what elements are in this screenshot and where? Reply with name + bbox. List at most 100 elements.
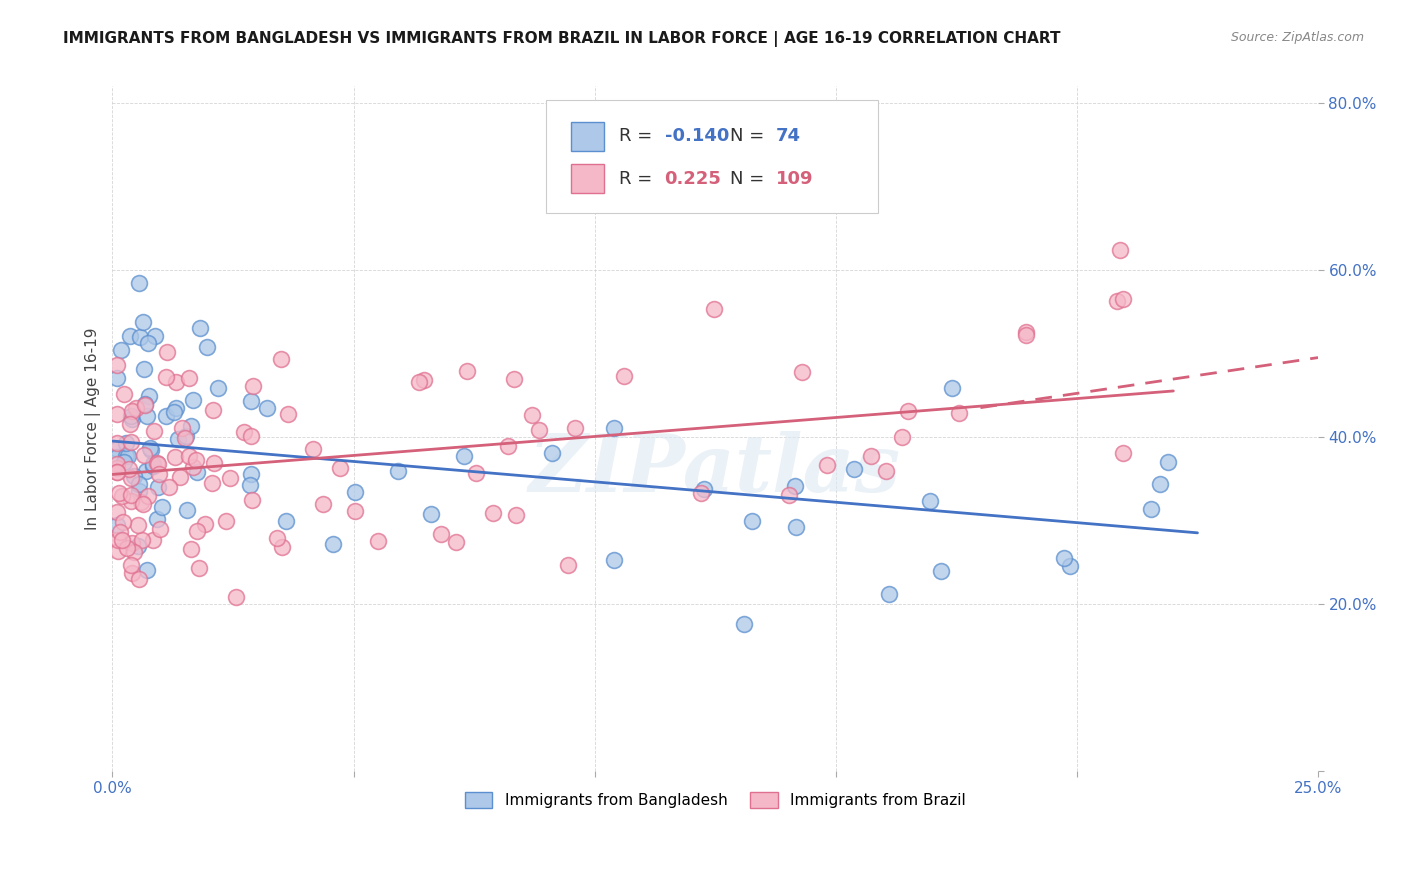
Point (127, 517, 149, 532)
Point (163, 450, 186, 464)
Point (1059, 558, 1081, 573)
Point (129, 495, 152, 509)
Point (120, 471, 142, 485)
Point (142, 424, 165, 438)
Point (482, 506, 505, 520)
Point (111, 515, 134, 529)
Point (557, 558, 579, 572)
Point (105, 358, 128, 372)
Point (108, 525, 131, 540)
Y-axis label: In Labor Force | Age 16-19: In Labor Force | Age 16-19 (86, 327, 101, 530)
Point (105, 457, 128, 471)
Point (270, 540, 292, 554)
Point (918, 494, 941, 508)
Point (105, 442, 128, 456)
Point (120, 558, 142, 573)
Point (875, 464, 897, 478)
Point (420, 507, 443, 521)
Point (105, 505, 128, 519)
Point (105, 407, 128, 421)
Point (496, 439, 519, 453)
Point (107, 533, 129, 547)
Point (136, 489, 159, 503)
Point (115, 541, 138, 555)
Point (1149, 477, 1171, 491)
Point (194, 517, 217, 532)
FancyBboxPatch shape (571, 164, 605, 193)
Point (690, 486, 713, 500)
Point (105, 465, 128, 479)
Point (429, 526, 451, 541)
Point (564, 421, 586, 435)
FancyBboxPatch shape (547, 100, 877, 213)
Point (128, 276, 150, 290)
Point (1140, 501, 1163, 516)
Point (232, 425, 254, 439)
Point (529, 423, 551, 437)
Point (329, 460, 352, 475)
Point (136, 409, 159, 424)
Point (110, 343, 132, 357)
Point (155, 409, 177, 423)
Point (202, 457, 225, 471)
Text: R =: R = (619, 169, 664, 187)
Point (792, 365, 814, 379)
Point (503, 372, 526, 386)
Point (111, 533, 134, 547)
Text: N =: N = (730, 169, 769, 187)
Point (218, 471, 240, 485)
Point (242, 378, 264, 392)
Point (188, 321, 211, 335)
Point (343, 485, 366, 500)
Point (132, 315, 155, 329)
Point (387, 464, 409, 478)
Point (240, 393, 263, 408)
FancyBboxPatch shape (571, 122, 605, 151)
Point (157, 480, 180, 494)
Text: 109: 109 (776, 169, 813, 187)
Point (266, 532, 288, 546)
Point (785, 519, 807, 533)
Point (118, 417, 141, 431)
Text: ZIPatlas: ZIPatlas (529, 431, 901, 508)
Point (136, 563, 159, 577)
Point (114, 436, 136, 450)
Point (520, 408, 543, 422)
Point (120, 409, 142, 423)
Point (344, 504, 367, 518)
Point (149, 522, 172, 536)
Point (444, 535, 467, 549)
Legend: Immigrants from Bangladesh, Immigrants from Brazil: Immigrants from Bangladesh, Immigrants f… (458, 786, 972, 814)
Point (1105, 293, 1128, 308)
Point (121, 536, 143, 550)
Text: 74: 74 (776, 128, 800, 145)
Point (859, 449, 882, 463)
Point (322, 537, 344, 551)
Point (174, 429, 197, 443)
Point (240, 467, 263, 481)
Point (105, 371, 128, 385)
Point (277, 407, 299, 421)
Point (302, 442, 325, 456)
Point (613, 369, 636, 384)
Point (169, 470, 191, 484)
Point (134, 361, 156, 376)
Point (125, 401, 148, 415)
Point (128, 484, 150, 499)
Point (842, 462, 865, 476)
Point (170, 421, 193, 435)
Point (128, 572, 150, 586)
Text: 0.225: 0.225 (665, 169, 721, 187)
Point (733, 617, 755, 632)
Point (877, 587, 900, 601)
Point (274, 514, 297, 528)
Point (179, 371, 201, 385)
Text: IMMIGRANTS FROM BANGLADESH VS IMMIGRANTS FROM BRAZIL IN LABOR FORCE | AGE 16-19 : IMMIGRANTS FROM BANGLADESH VS IMMIGRANTS… (63, 31, 1060, 47)
Point (105, 460, 128, 475)
Point (1053, 551, 1076, 566)
Point (163, 405, 186, 419)
Point (155, 369, 177, 384)
Point (890, 430, 912, 444)
Point (142, 533, 165, 548)
Point (156, 344, 179, 359)
